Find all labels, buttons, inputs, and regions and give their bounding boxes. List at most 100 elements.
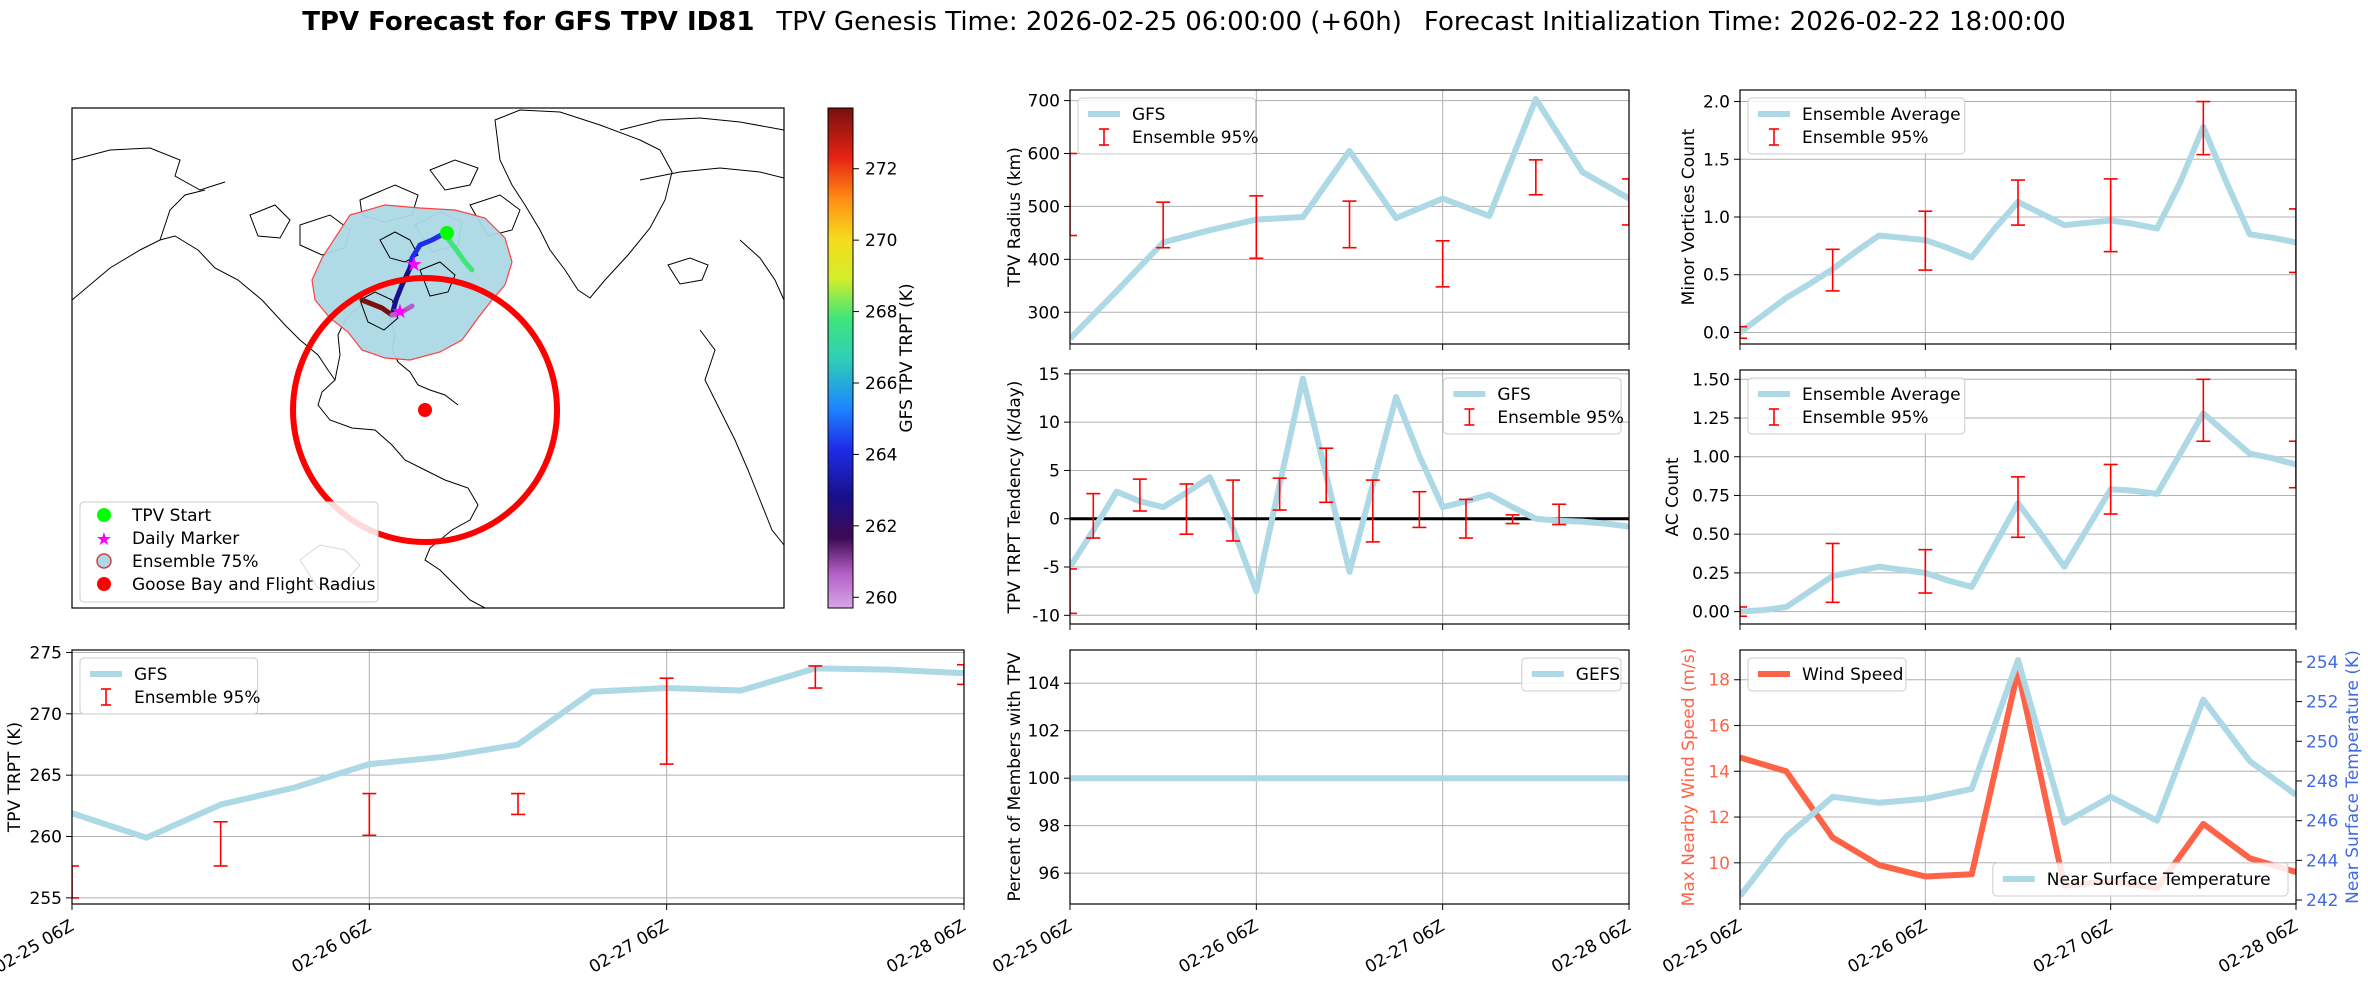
y-tick-label-right: 242 xyxy=(2306,891,2338,911)
goose-bay-marker xyxy=(418,403,432,417)
series-line-ensemble-average xyxy=(1740,123,2296,335)
legend-box xyxy=(1747,657,1907,692)
figure-title: TPV Forecast for GFS TPV ID81 TPV Genesis… xyxy=(302,7,2066,37)
figure-title-bold: TPV Forecast for GFS TPV ID81 xyxy=(302,7,754,37)
x-tick-label: 02-26 06Z xyxy=(289,916,375,977)
y-tick-label: 1.5 xyxy=(1703,150,1730,170)
legend-box xyxy=(1747,97,1966,155)
y-tick-label: 0.25 xyxy=(1692,564,1730,584)
errorbar xyxy=(2196,378,2211,443)
y-tick-label-right: 246 xyxy=(2306,812,2338,832)
map-legend: TPV Start ★ Daily Marker Ensemble 75% Go… xyxy=(79,501,379,603)
y-tick-label: 270 xyxy=(30,705,62,725)
legend-daily-marker-symbol: ★ xyxy=(96,529,112,550)
errorbar xyxy=(1226,479,1241,542)
legend-label: Near Surface Temperature xyxy=(2047,870,2271,890)
y-tick-label: 265 xyxy=(30,766,62,786)
y-tick-label: 700 xyxy=(1028,92,1060,112)
errorbar xyxy=(1622,178,1629,226)
axes-frame xyxy=(1069,649,1630,905)
legend: Wind Speed xyxy=(1747,657,1907,692)
y-tick-label: 1.00 xyxy=(1692,448,1730,468)
legend: GFS Ensemble 95% xyxy=(1442,377,1624,435)
y-tick-label-right: 250 xyxy=(2306,732,2338,752)
y-tick-label: -10 xyxy=(1032,606,1060,626)
y-axis-label: Percent of Members with TPV xyxy=(1005,652,1025,901)
errorbar xyxy=(2289,440,2296,489)
colorbar-gradient xyxy=(827,107,854,609)
legend: GFS Ensemble 95% xyxy=(1077,97,1259,155)
errorbar xyxy=(1249,195,1264,260)
legend-box xyxy=(1747,377,1966,435)
errorbar xyxy=(1412,490,1427,529)
errorbar xyxy=(1342,200,1357,249)
chart-tpv-radius: 300 400 500 600 700 TPV Radius (km) GFS Ensembl… xyxy=(1005,89,1630,350)
y-tick-label: 260 xyxy=(30,828,62,848)
errorbar xyxy=(2103,463,2118,515)
legend: GFS Ensemble 95% xyxy=(79,657,261,715)
y-axis-label: TPV Radius (km) xyxy=(1005,147,1025,288)
y-tick-label: 0.5 xyxy=(1703,266,1730,286)
plot-area xyxy=(1740,378,2296,618)
y-tick-label: 1.50 xyxy=(1692,370,1730,390)
errorbar xyxy=(1458,498,1473,539)
plot-area xyxy=(1740,100,2296,340)
errorbar xyxy=(1070,152,1077,237)
legend-label: Ensemble 95% xyxy=(134,688,261,708)
series-line-wind-speed xyxy=(1740,667,2296,891)
colorbar-label: GFS TPV TRPT (K) xyxy=(897,283,917,432)
colorbar-ticks: 260 262 264 266 268 270 272 xyxy=(853,160,897,608)
tpv-start-marker xyxy=(440,226,454,240)
chart-percent-members: 02-25 06Z 02-26 06Z 02-27 06Z 02-28 06Z 96 98… xyxy=(989,649,1635,978)
legend-ensemble-symbol xyxy=(96,553,112,569)
legend-label: Wind Speed xyxy=(1802,665,1903,685)
x-tick-label: 02-25 06Z xyxy=(1659,916,1745,977)
legend-goose-bay-label: Goose Bay and Flight Radius xyxy=(132,575,376,595)
y-tick-label-right: 254 xyxy=(2306,653,2338,673)
tpv-track-segment-2 xyxy=(407,229,450,271)
y-tick-label: 96 xyxy=(1038,864,1060,884)
y-tick-label: 10 xyxy=(1708,854,1730,874)
colorbar-tick-label: 270 xyxy=(865,231,897,251)
tpv-track-segment-5 xyxy=(389,303,415,318)
legend-ensemble-label: Ensemble 75% xyxy=(132,552,259,572)
coastline-europe xyxy=(619,117,784,546)
y-tick-label: 0.50 xyxy=(1692,525,1730,545)
legend-tpv-start-label: TPV Start xyxy=(131,506,212,526)
legend-box xyxy=(1521,657,1622,692)
y-tick-label: 0.0 xyxy=(1703,323,1730,343)
errorbar xyxy=(1528,159,1543,196)
plot-area xyxy=(1070,96,1629,341)
chart-trpt-tendency: -10 -5 0 5 10 15 TPV TRPT Tendency (K/day) GFS E… xyxy=(1005,365,1630,630)
legend-label: Ensemble 95% xyxy=(1497,408,1624,428)
errorbar xyxy=(1319,447,1334,504)
map-panel: ★ ★ TPV Start ★ Daily Marker Ensemble 75… xyxy=(71,107,917,609)
errorbar xyxy=(1825,248,1840,292)
x-tick-label: 02-27 06Z xyxy=(2030,916,2116,977)
x-tick-label: 02-27 06Z xyxy=(586,916,672,977)
errorbar xyxy=(1156,201,1171,249)
y-axis-label-right: Near Surface Temperature (K) xyxy=(2343,650,2363,904)
legend-label: GFS xyxy=(1497,385,1530,405)
figure-title-init: Forecast Initialization Time: 2026-02-22… xyxy=(1424,7,2066,37)
errorbar xyxy=(213,820,228,867)
tpv-track-segment-4 xyxy=(359,297,395,318)
series-line-near-surface-temperature xyxy=(1740,656,2296,898)
coastline-greenland xyxy=(494,109,673,299)
map-legend-box xyxy=(79,501,379,603)
y-axis-label: TPV TRPT (K) xyxy=(5,722,25,833)
legend-label: Ensemble 95% xyxy=(1132,128,1259,148)
legend-box xyxy=(79,657,259,715)
x-tick-label: 02-28 06Z xyxy=(883,916,969,977)
y-tick-label: 2.0 xyxy=(1703,93,1730,113)
y-tick-label: 400 xyxy=(1028,250,1060,270)
errorbar xyxy=(2289,208,2296,274)
chart-wind-temperature: 02-25 06Z 02-26 06Z 02-27 06Z 02-28 06Z 10 12… xyxy=(1659,648,2363,978)
errorbar xyxy=(1918,210,1933,271)
y-tick-label: 500 xyxy=(1028,197,1060,217)
errorbar xyxy=(659,677,674,765)
x-tick-label: 02-26 06Z xyxy=(1845,916,1931,977)
y-tick-label: 0.75 xyxy=(1692,486,1730,506)
